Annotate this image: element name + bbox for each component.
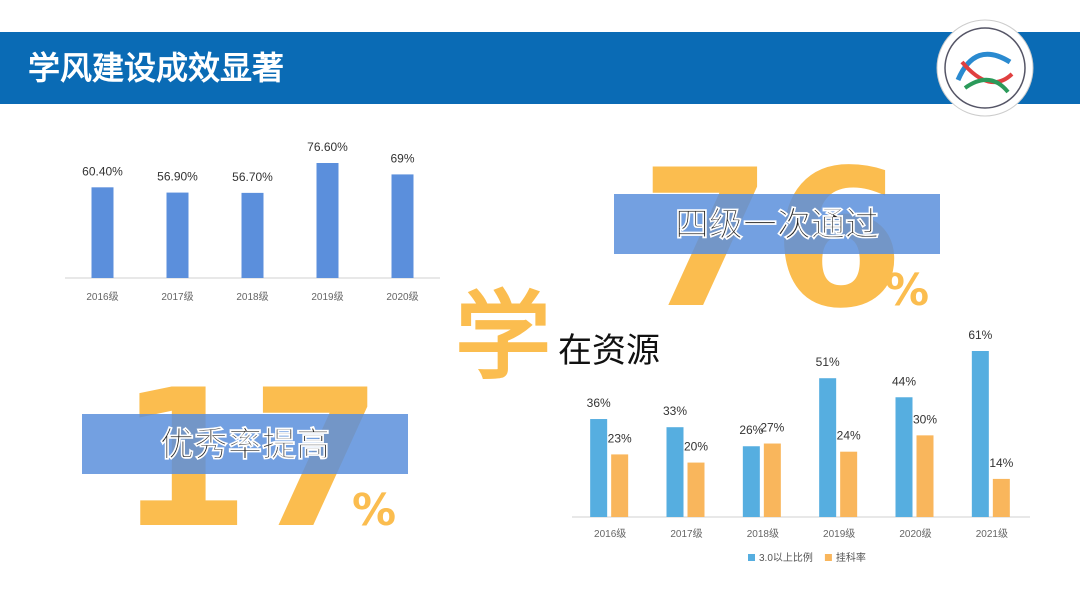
bar (687, 462, 705, 517)
x-tick-label: 2019级 (311, 291, 343, 303)
bar (916, 435, 934, 517)
bar (895, 397, 913, 517)
bar (971, 351, 989, 517)
title: 学风建设成效显著 (28, 50, 284, 86)
bar (763, 443, 781, 517)
value-label: 30% (913, 412, 937, 426)
x-tick-label: 2018级 (236, 291, 268, 303)
x-tick-label: 2016级 (86, 291, 118, 303)
value-label: 76.60% (307, 140, 348, 154)
bar (391, 174, 414, 278)
legend-swatch (748, 554, 755, 561)
bar (91, 187, 114, 278)
bar (166, 192, 189, 278)
value-label: 69% (390, 151, 414, 165)
logo (936, 19, 1034, 117)
bar (590, 419, 608, 517)
header-bar (0, 32, 1080, 104)
value-label: 44% (892, 374, 916, 388)
x-tick-label: 2020级 (899, 528, 931, 540)
x-tick-label: 2019级 (823, 528, 855, 540)
value-label: 36% (587, 396, 611, 410)
x-tick-label: 2017级 (161, 291, 193, 303)
value-label: 56.90% (157, 170, 198, 184)
x-tick-label: 2017级 (670, 528, 702, 540)
value-label: 56.70% (232, 170, 273, 184)
value-label: 26% (739, 423, 763, 437)
bar (666, 427, 684, 517)
center-big: 学 (455, 281, 551, 393)
value-label: 51% (816, 355, 840, 369)
value-label: 60.40% (82, 164, 123, 178)
highlight-label: 四级一次通过 (675, 206, 879, 244)
highlight-box (82, 414, 408, 474)
value-label: 27% (760, 421, 784, 435)
value-label: 33% (663, 404, 687, 418)
x-tick-label: 2018级 (747, 528, 779, 540)
legend-label: 3.0以上比例 (759, 551, 813, 564)
bar (819, 378, 837, 517)
highlight-box (614, 194, 940, 254)
bar (611, 454, 629, 517)
value-label: 20% (684, 440, 708, 454)
bar (742, 446, 760, 517)
legend-label: 挂科率 (836, 551, 866, 564)
x-tick-label: 2016级 (594, 528, 626, 540)
value-label: 24% (837, 429, 861, 443)
x-tick-label: 2021级 (976, 528, 1008, 540)
highlight-unit: % (352, 485, 396, 536)
bar (316, 163, 339, 278)
value-label: 61% (968, 328, 992, 342)
highlight-unit: % (885, 265, 929, 316)
bar (241, 192, 264, 278)
bar (840, 451, 858, 517)
highlight-label: 优秀率提高 (160, 426, 330, 464)
value-label: 14% (989, 456, 1013, 470)
legend-swatch (824, 554, 832, 561)
value-label: 23% (608, 431, 632, 445)
center-small: 在资源 (558, 331, 660, 371)
bar (992, 478, 1010, 517)
x-tick-label: 2020级 (386, 291, 418, 303)
